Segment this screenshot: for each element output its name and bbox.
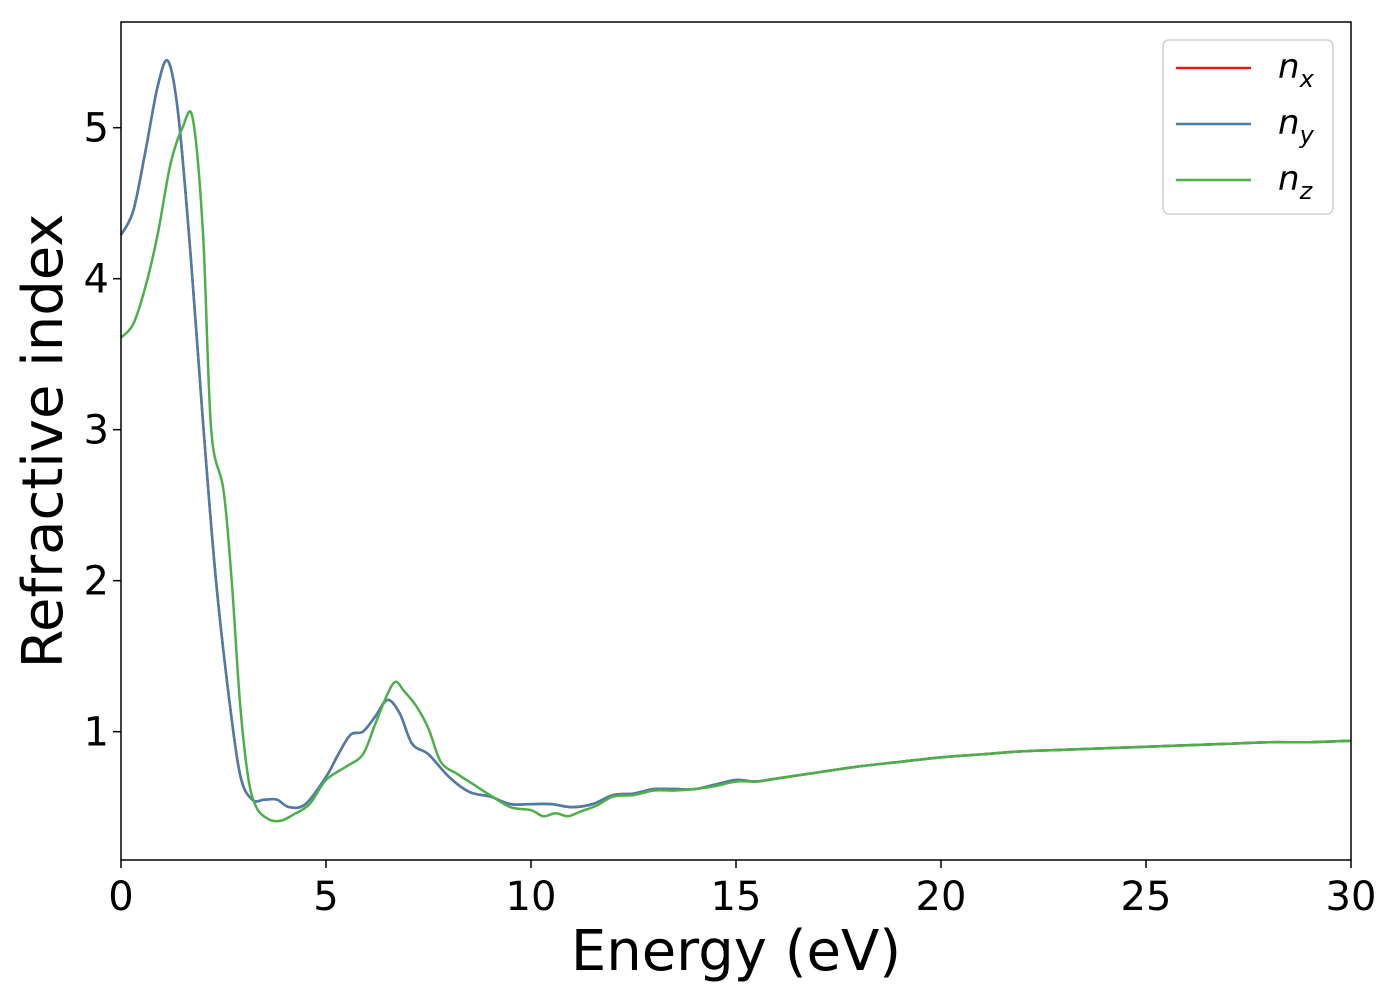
y-tick-label: 1	[84, 710, 109, 756]
y-axis-title: Refractive index	[11, 214, 76, 669]
legend: nx ny nz	[1162, 39, 1334, 215]
x-tick-label: 30	[1326, 874, 1377, 920]
legend-box	[1162, 39, 1334, 215]
y-tick-label: 5	[84, 106, 109, 152]
y-tick-label: 4	[84, 257, 109, 303]
y-tick-label: 2	[84, 559, 109, 605]
y-tick-label: 3	[84, 408, 109, 454]
series-line-n-z	[120, 110, 1352, 823]
legend-items: nx ny nz	[1176, 47, 1315, 205]
x-axis-ticks: 0 5 10 15 20 25 30	[108, 860, 1376, 920]
x-tick-label: 15	[711, 874, 762, 920]
legend-label-n-x: nx	[1278, 47, 1315, 93]
legend-label-n-z: nz	[1278, 159, 1314, 205]
series-layer	[119, 58, 1352, 823]
x-tick-label: 10	[506, 874, 557, 920]
x-tick-label: 25	[1121, 874, 1172, 920]
y-axis-ticks: 1 2 3 4 5	[84, 106, 121, 756]
x-tick-label: 20	[916, 874, 967, 920]
x-tick-label: 5	[313, 874, 338, 920]
x-axis-title: Energy (eV)	[571, 919, 901, 984]
legend-label-n-y: ny	[1278, 103, 1315, 149]
x-tick-label: 0	[108, 874, 133, 920]
plot-background	[121, 22, 1351, 860]
